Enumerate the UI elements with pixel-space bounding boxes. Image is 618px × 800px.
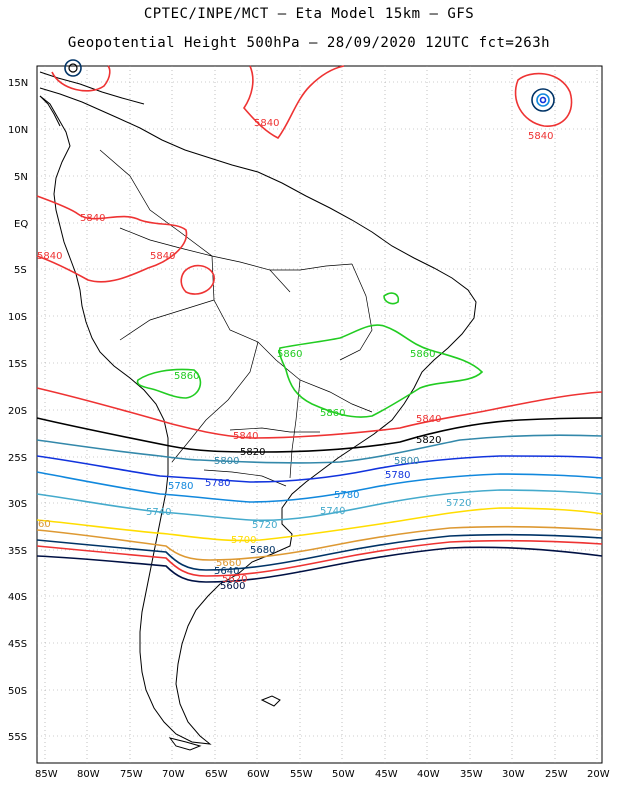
label-5620: 5620 — [222, 574, 247, 585]
contour-5840-atlantic — [514, 72, 573, 127]
low-centers — [64, 59, 555, 112]
title-line-1: CPTEC/INPE/MCT – Eta Model 15km – GFS — [143, 6, 475, 22]
falklands — [260, 695, 281, 707]
lon-label: 75W — [120, 769, 143, 780]
lat-label: 15S — [8, 359, 27, 370]
label-5840-g: 5840 — [37, 251, 62, 262]
map-frame — [36, 65, 603, 764]
tierra-del-fuego — [168, 737, 202, 751]
contour-5840-north-2 — [242, 65, 345, 140]
lat-label: 5S — [14, 265, 27, 276]
contour-5840-main — [36, 387, 603, 439]
contour-5720 — [36, 507, 603, 542]
lon-label: 60W — [247, 769, 270, 780]
contour-5860-west — [136, 368, 202, 399]
lat-label: 10S — [8, 312, 27, 323]
label-5860-a: 5860 — [174, 371, 199, 382]
contour-5760 — [36, 471, 603, 503]
lon-label: 85W — [35, 769, 58, 780]
contour-5840-blob — [180, 264, 215, 295]
lat-label: 45S — [8, 639, 27, 650]
label-5720-a: 5720 — [252, 520, 277, 531]
south-america-coastline — [39, 87, 477, 745]
contour-5840-north — [51, 65, 111, 92]
label-5780-c: 5780 — [385, 470, 410, 481]
label-5780-d: 5780 — [334, 490, 359, 501]
label-5800-b: 5800 — [394, 456, 419, 467]
lon-label: 45W — [375, 769, 398, 780]
lon-label: 65W — [205, 769, 228, 780]
lat-label: 40S — [8, 592, 27, 603]
label-5860-c: 5860 — [410, 349, 435, 360]
label-5780-a: 5780 — [168, 481, 193, 492]
lon-label: 20W — [587, 769, 610, 780]
label-5840-d: 5840 — [150, 251, 175, 262]
contour-labels: 5840 5840 5840 5840 5840 5840 5840 5860 … — [37, 118, 553, 592]
label-5600: 5600 — [220, 581, 245, 592]
label-5660: 5660 — [216, 558, 241, 569]
label-5860-d: 5860 — [320, 408, 345, 419]
lon-label: 80W — [77, 769, 100, 780]
lat-label: 10N — [8, 125, 28, 136]
label-5820-b: 5820 — [416, 435, 441, 446]
central-america — [39, 95, 61, 127]
country-borders — [99, 149, 373, 487]
label-5840-b: 5840 — [528, 131, 553, 142]
label-5820-a: 5820 — [240, 447, 265, 458]
label-5840-f: 5840 — [416, 414, 441, 425]
longitude-labels: 85W 80W 75W 70W 65W 60W 55W 50W 45W 40W … — [35, 769, 610, 780]
label-5680: 5680 — [250, 545, 275, 556]
contour-5680 — [36, 533, 603, 571]
lon-label: 40W — [417, 769, 440, 780]
contour-5800 — [36, 434, 603, 464]
label-5640: 5640 — [214, 566, 239, 577]
contour-5840-amazon — [36, 195, 188, 283]
title-line-2: Geopotential Height 500hPa – 28/09/2020 … — [67, 35, 551, 51]
lat-label: 50S — [8, 686, 27, 697]
contour-5780 — [36, 455, 603, 483]
lat-label: 15N — [8, 78, 28, 89]
label-5740-b: 5740 — [320, 506, 345, 517]
contour-5700 — [36, 525, 603, 561]
label-5840-c: 5840 — [80, 213, 105, 224]
label-5840-e: 5840 — [233, 431, 258, 442]
lon-label: 30W — [502, 769, 525, 780]
label-5700: 5700 — [231, 535, 256, 546]
latitude-labels: 15N 10N 5N EQ 5S 10S 15S 20S 25S 30S 35S… — [8, 78, 28, 743]
lat-label: 20S — [8, 406, 27, 417]
lon-label: 55W — [290, 769, 313, 780]
label-5720-b: 5720 — [446, 498, 471, 509]
lat-label: 5N — [14, 172, 28, 183]
lat-label: EQ — [14, 219, 28, 230]
lon-label: 25W — [545, 769, 568, 780]
contour-5740 — [36, 489, 603, 522]
lon-label: 70W — [162, 769, 185, 780]
lat-label: 25S — [8, 453, 27, 464]
contour-5640 — [36, 546, 603, 583]
contour-5860-central — [278, 324, 484, 418]
height-contours — [36, 65, 603, 583]
lon-label: 50W — [332, 769, 355, 780]
lat-label: 30S — [8, 499, 27, 510]
label-edge-60: 60 — [38, 519, 51, 530]
lat-label: 55S — [8, 732, 27, 743]
lat-label: 35S — [8, 546, 27, 557]
label-5740-a: 5740 — [146, 507, 171, 518]
label-5800-a: 5800 — [214, 456, 239, 467]
lon-label: 35W — [460, 769, 483, 780]
label-5860-b: 5860 — [277, 349, 302, 360]
contour-5820 — [36, 417, 603, 453]
label-5840-a: 5840 — [254, 118, 279, 129]
contour-5860-small — [383, 292, 400, 305]
contour-5660 — [36, 539, 603, 577]
label-5780-b: 5780 — [205, 478, 230, 489]
